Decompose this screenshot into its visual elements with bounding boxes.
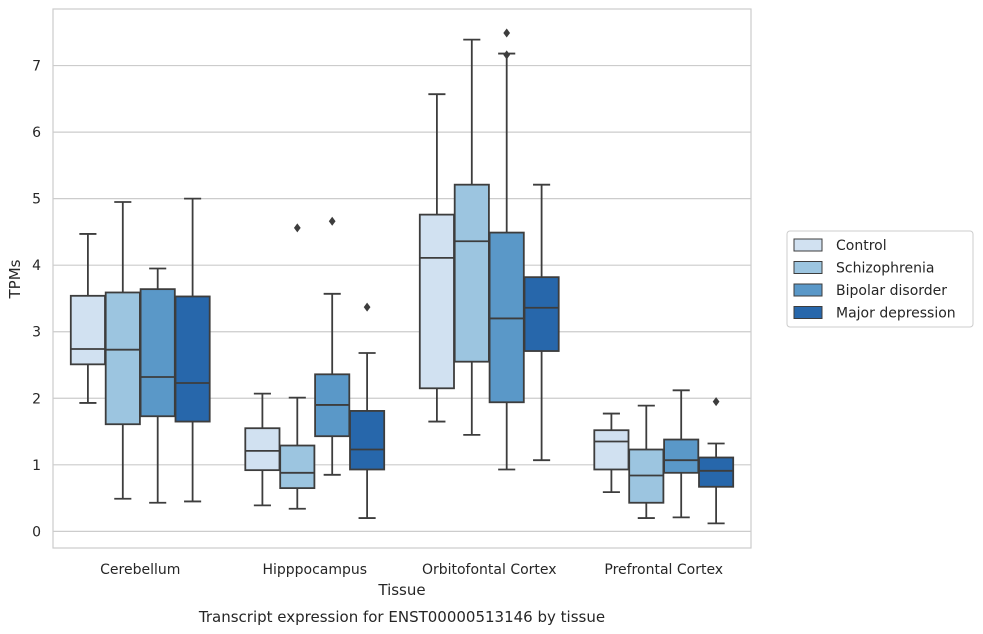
box (418, 213, 455, 390)
box-orbitofontal-cortex-control (418, 93, 455, 423)
box-orbitofontal-cortex-major-depression (523, 183, 560, 462)
legend-swatch (793, 238, 823, 252)
legend: Control Schizophrenia Bipolar disorder Majo… (786, 230, 974, 328)
y-tick-label: 1 (32, 458, 41, 474)
box-prefrontal-cortex-schizophrenia (628, 404, 665, 519)
x-tick-label: Prefrontal Cortex (604, 562, 723, 578)
box (453, 183, 490, 363)
box-hipppocampus-schizophrenia (279, 223, 316, 510)
y-tick-label: 3 (32, 325, 41, 341)
box-prefrontal-cortex-major-depression (698, 397, 735, 525)
box-hipppocampus-bipolar-disorder (314, 216, 351, 476)
y-tick-label: 5 (32, 192, 41, 208)
outlier-point (363, 302, 371, 312)
box-cerebellum-bipolar-disorder (139, 267, 176, 504)
chart-caption: Transcript expression for ENST0000051314… (198, 608, 605, 626)
legend-label: Major depression (836, 306, 956, 322)
outlier-point (293, 223, 301, 233)
box (593, 429, 630, 471)
box (244, 427, 281, 472)
box-orbitofontal-cortex-schizophrenia (453, 38, 490, 436)
box-cerebellum-major-depression (174, 197, 211, 503)
x-tick-labels: Cerebellum Hipppocampus Orbitofontal Corte… (100, 562, 723, 578)
y-tick-label: 4 (32, 258, 41, 274)
box (698, 456, 735, 488)
legend-frame (786, 230, 974, 328)
x-tick-label: Cerebellum (100, 562, 180, 578)
legend-label: Schizophrenia (836, 261, 934, 277)
box (523, 276, 560, 352)
outlier-point (328, 216, 336, 226)
legend-swatch (793, 283, 823, 297)
box-prefrontal-cortex-bipolar-disorder (663, 389, 700, 519)
box (104, 291, 141, 426)
outlier-point (503, 28, 511, 38)
y-tick-label: 7 (32, 59, 41, 75)
box (69, 294, 106, 366)
legend-label: Bipolar disorder (836, 283, 947, 299)
outlier-point (712, 397, 720, 407)
box-prefrontal-cortex-control (593, 412, 630, 494)
y-tick-label: 0 (32, 524, 41, 540)
legend-swatch (793, 261, 823, 274)
box-hipppocampus-major-depression (349, 302, 386, 519)
box (663, 438, 700, 474)
box-cerebellum-schizophrenia (104, 201, 141, 500)
box-orbitofontal-cortex-bipolar-disorder (488, 28, 525, 471)
plot-frame (52, 8, 752, 549)
x-tick-label: Orbitofontal Cortex (422, 562, 557, 578)
legend-label: Control (836, 238, 887, 254)
y-axis-label: TPMs (6, 259, 24, 299)
box (279, 444, 316, 490)
y-tick-labels: 0 1 2 3 4 5 6 7 (32, 59, 41, 541)
box-groups (69, 28, 735, 525)
box (139, 288, 176, 418)
box (488, 231, 525, 404)
y-tick-label: 6 (32, 125, 41, 141)
box-cerebellum-control (69, 233, 106, 404)
box (349, 410, 386, 471)
x-axis-label: Tissue (377, 581, 425, 599)
box (174, 295, 211, 423)
x-tick-label: Hipppocampus (262, 562, 367, 578)
box-hipppocampus-control (244, 392, 281, 507)
legend-swatch (793, 306, 823, 319)
outlier-point (503, 50, 511, 60)
y-tick-label: 2 (32, 391, 41, 407)
